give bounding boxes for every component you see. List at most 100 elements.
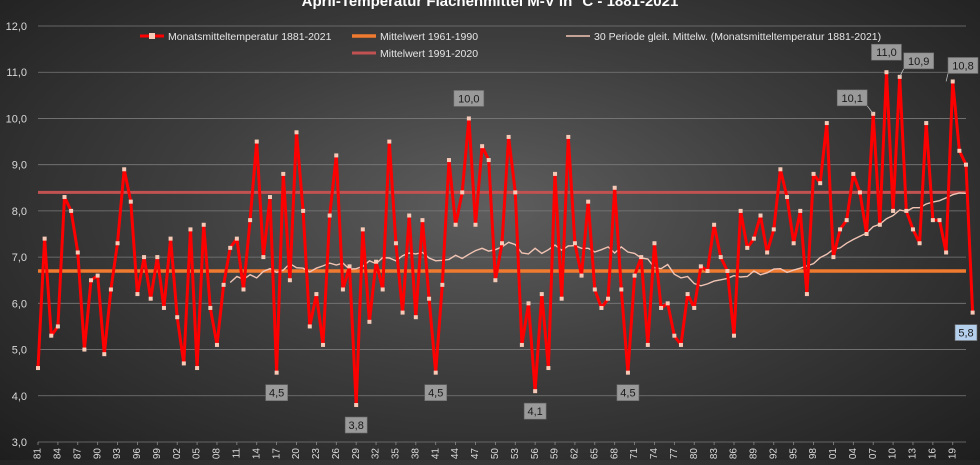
value-label-box <box>616 384 640 401</box>
data-point <box>857 190 862 195</box>
x-tick-label: 10 <box>888 448 899 460</box>
data-point <box>546 366 551 371</box>
data-point <box>208 305 213 310</box>
value-label: 4,1 <box>527 406 542 418</box>
value-label-box <box>523 402 547 420</box>
data-point <box>241 287 246 292</box>
data-point <box>49 333 54 338</box>
x-tick-label: 01 <box>828 448 839 460</box>
data-point <box>480 144 485 149</box>
data-point <box>818 181 823 186</box>
data-point <box>705 268 710 273</box>
annotation-layer: 4,5 3,8 4,5 10,0 4,1 4,5 10,1 11,0 10,9 10,8 5,8 <box>265 43 979 434</box>
data-point <box>473 222 478 227</box>
data-point <box>513 190 518 195</box>
x-tick-label: 81 <box>33 448 44 460</box>
data-point <box>321 342 326 347</box>
y-tick-label: 9,0 <box>12 160 27 172</box>
data-point <box>692 305 697 310</box>
data-point <box>559 296 564 301</box>
data-point <box>533 389 538 394</box>
data-point <box>765 250 770 255</box>
x-tick-label: 05 <box>192 448 203 460</box>
data-point <box>407 213 412 218</box>
data-point <box>420 218 425 223</box>
data-point <box>55 324 60 329</box>
data-point <box>791 241 796 246</box>
data-point <box>712 222 717 227</box>
data-point <box>102 352 107 357</box>
value-label-box <box>453 90 485 107</box>
value-label: 10,0 <box>458 93 479 105</box>
data-point <box>142 255 147 260</box>
data-point <box>930 218 935 223</box>
data-point <box>798 208 803 213</box>
data-point <box>685 292 690 297</box>
data-point <box>824 121 829 126</box>
data-point <box>82 347 87 352</box>
data-point <box>122 167 127 172</box>
x-tick-label: 83 <box>709 448 720 460</box>
data-point <box>599 305 604 310</box>
data-point <box>188 227 193 232</box>
x-tick-label: 62 <box>570 448 581 460</box>
data-point <box>393 241 398 246</box>
data-point <box>69 208 74 213</box>
data-point <box>214 342 219 347</box>
data-point <box>175 315 180 320</box>
x-tick-label: 93 <box>112 448 123 460</box>
data-point <box>433 370 438 375</box>
data-point <box>254 139 259 144</box>
data-point <box>261 255 266 260</box>
data-point <box>944 250 949 255</box>
data-point <box>592 287 597 292</box>
data-point <box>155 255 160 260</box>
data-point <box>195 366 200 371</box>
x-tick-label: 35 <box>391 448 402 460</box>
data-point <box>639 255 644 260</box>
data-point <box>181 361 186 366</box>
data-point <box>910 227 915 232</box>
x-tick-label: 16 <box>927 448 938 460</box>
data-point <box>287 278 292 283</box>
x-tick-label: 90 <box>92 448 103 460</box>
data-point <box>274 370 279 375</box>
x-tick-label: 84 <box>53 448 64 460</box>
x-tick-label: 87 <box>72 448 83 460</box>
moving-average-line <box>229 192 967 287</box>
data-point <box>625 370 630 375</box>
value-label: 10,1 <box>841 93 862 105</box>
data-point <box>115 241 120 246</box>
x-tick-label: 41 <box>430 448 441 460</box>
data-point <box>460 190 465 195</box>
value-label-box <box>903 52 935 70</box>
value-label: 3,8 <box>349 420 364 432</box>
data-point <box>334 153 339 158</box>
data-point <box>539 292 544 297</box>
x-tick-label: 26 <box>331 448 342 460</box>
data-point <box>771 227 776 232</box>
data-point <box>400 310 405 315</box>
data-point <box>42 236 47 241</box>
data-point <box>347 264 352 269</box>
x-tick-label: 98 <box>808 448 819 460</box>
x-tick-label: 80 <box>689 448 700 460</box>
x-tick-label: 71 <box>629 448 640 460</box>
y-tick-label: 4,0 <box>12 391 27 403</box>
legend-label: 30 Periode gleit. Mittelw. (Monatsmittel… <box>594 31 881 43</box>
x-tick-label: 32 <box>371 448 382 460</box>
x-tick-label: 50 <box>490 448 501 460</box>
legend-label: Mittelwert 1961-1990 <box>380 31 478 43</box>
data-point <box>612 185 617 190</box>
data-point <box>446 158 451 163</box>
data-point <box>937 218 942 223</box>
data-point <box>367 319 372 324</box>
data-point <box>95 273 100 278</box>
data-point <box>891 208 896 213</box>
data-point <box>500 241 504 246</box>
data-point <box>354 403 359 408</box>
y-tick-label: 10,0 <box>6 113 27 125</box>
data-point <box>718 255 723 260</box>
series-layer <box>36 70 975 408</box>
data-point <box>413 315 418 320</box>
